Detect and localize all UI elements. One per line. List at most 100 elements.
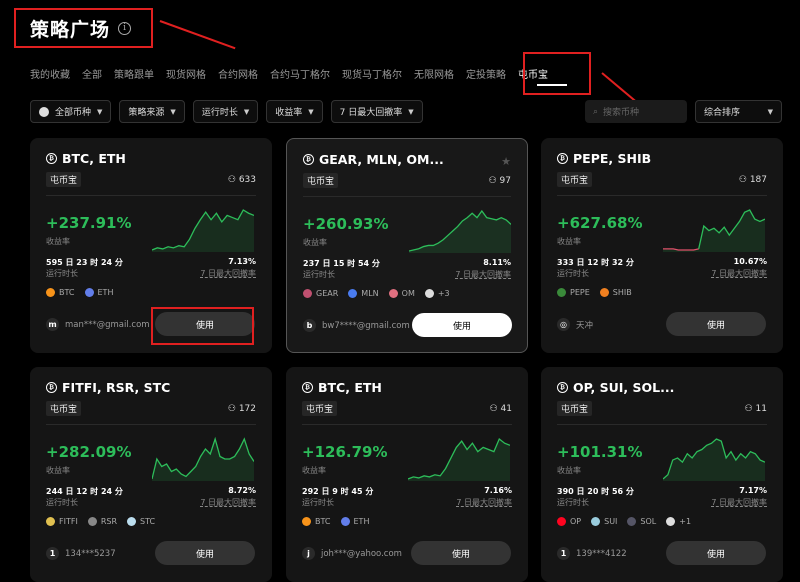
sort-dropdown[interactable]: 综合排序 ▼ (695, 100, 782, 123)
coin-pepe-icon (557, 288, 566, 297)
followers-value: 11 (755, 403, 767, 414)
filter-dropdown-0[interactable]: 全部币种 ▼ (30, 100, 112, 123)
coin-item: BTC (46, 288, 75, 297)
filter-dropdown-2[interactable]: 运行时长 ▼ (192, 100, 259, 123)
card-title-text: BTC, ETH (318, 380, 382, 395)
sparkline-line (698, 209, 765, 249)
users-icon: ⚇ (488, 175, 500, 186)
coin-eth-icon (340, 517, 350, 526)
followers-count: ⚇ 41 (490, 404, 512, 414)
tab-3[interactable]: 现货网格 (166, 70, 206, 81)
coin-btc-icon (46, 288, 55, 297)
coin-item: MLN (348, 289, 379, 298)
runtime-label: 运行时长 (557, 269, 589, 278)
sparkline-chart (663, 438, 765, 481)
coin-name: BTC (59, 288, 75, 297)
coin-item: GEAR (303, 289, 338, 298)
tab-2[interactable]: 策略跟单 (114, 70, 154, 81)
card-title: ₿ BTC, ETH (46, 151, 256, 166)
coin-item: RSR (87, 517, 117, 526)
coin-name: +3 (437, 289, 450, 298)
page-title-box: 策略广场 i (14, 8, 153, 48)
coin-rsr-icon (87, 517, 97, 526)
followers-count: ⚇ 97 (489, 176, 511, 186)
annotation-box (523, 52, 591, 95)
filter-dropdown-4[interactable]: 7 日最大回撤率 ▼ (330, 100, 423, 123)
use-button[interactable]: 使用 (155, 541, 255, 565)
page-title: 策略广场 (30, 18, 111, 41)
drawdown-label[interactable]: 7 日最大回撤率 (200, 498, 256, 507)
filter-dropdown-1[interactable]: 策略来源 ▼ (119, 100, 185, 123)
filter-label: 全部币种 (55, 108, 92, 118)
drawdown-label[interactable]: 7 日最大回撤率 (200, 269, 256, 278)
card-title: ₿ GEAR, MLN, OM... (303, 152, 511, 167)
filter-dropdown-3[interactable]: 收益率 ▼ (266, 100, 323, 123)
coin-op-icon (557, 517, 566, 526)
coin-item: SOL (627, 517, 656, 526)
search-placeholder: 搜索币种 (603, 108, 640, 118)
drawdown-label[interactable]: 7 日最大回撤率 (455, 270, 511, 279)
coin-om-icon (388, 289, 398, 298)
followers-count: ⚇ 187 (739, 175, 767, 185)
sort-label: 综合排序 (704, 108, 741, 118)
coin-item: ETH (84, 288, 113, 297)
strategy-tag: 屯币宝 (557, 401, 593, 416)
strategy-tag: 屯币宝 (46, 172, 82, 187)
strategy-card[interactable]: ₿ PEPE, SHIB 屯币宝 ⚇ 187 +627.68% 收益率 333 日 12 时… (541, 138, 783, 353)
strategy-card[interactable]: ₿ OP, SUI, SOL... 屯币宝 ⚇ 11 +101.31% 收益率 390 日 … (541, 367, 783, 582)
sparkline-chart (152, 209, 254, 252)
drawdown-label[interactable]: 7 日最大回撤率 (711, 498, 767, 507)
tab-4[interactable]: 合约网格 (218, 70, 258, 81)
strategy-card[interactable]: ₿ FITFI, RSR, STC 屯币宝 ⚇ 172 +282.09% 收益率 244 日… (30, 367, 272, 582)
creator: 1 134***5237 (46, 547, 116, 560)
use-button[interactable]: 使用 (412, 313, 512, 337)
tab-1[interactable]: 全部 (82, 70, 102, 81)
avatar: 1 (46, 547, 59, 560)
use-button[interactable]: 使用 (411, 541, 511, 565)
tab-7[interactable]: 无限网格 (414, 70, 454, 81)
coin-list: FITFI RSR STC (46, 517, 155, 526)
coin-name: OP (570, 517, 582, 526)
runtime-value: 333 日 12 时 32 分 (557, 258, 634, 267)
sparkline-area (152, 439, 254, 481)
coin-name: OM (401, 289, 415, 298)
followers-value: 97 (499, 175, 511, 186)
info-circle-icon[interactable]: i (118, 21, 132, 35)
coin-item: BTC (302, 517, 331, 526)
use-button[interactable]: 使用 (666, 312, 766, 336)
sparkline-area (663, 439, 765, 481)
filter-label: 收益率 (275, 108, 303, 118)
yield-value: +126.79% (302, 443, 388, 461)
tab-9[interactable]: 屯币宝 (518, 70, 548, 81)
drawdown-label[interactable]: 7 日最大回撤率 (711, 269, 767, 278)
strategy-tag: 屯币宝 (303, 173, 339, 188)
coin-item: STC (127, 517, 155, 526)
tab-0[interactable]: 我的收藏 (30, 70, 70, 81)
star-icon[interactable]: ★ (501, 155, 511, 168)
tab-6[interactable]: 现货马丁格尔 (342, 70, 402, 81)
caret-down-icon: ▼ (243, 107, 250, 116)
strategy-card[interactable]: ₿ GEAR, MLN, OM... ★ 屯币宝 ⚇ 97 +260.93% 收益率 237 … (286, 138, 528, 353)
search-input[interactable]: ⌕ 搜索币种 (585, 100, 687, 123)
search-icon: ⌕ (593, 106, 599, 117)
users-icon: ⚇ (489, 403, 501, 414)
strategy-card[interactable]: ₿ BTC, ETH 屯币宝 ⚇ 41 +126.79% 收益率 292 日 9 时 45 … (286, 367, 528, 582)
card-title-text: PEPE, SHIB (573, 151, 652, 166)
divider (46, 195, 256, 196)
creator: b bw7****@gmail.com (303, 319, 410, 332)
use-button[interactable]: 使用 (155, 312, 255, 336)
coin-item: SHIB (599, 288, 632, 297)
sparkline-line (663, 438, 765, 480)
coin-name: SOL (640, 517, 657, 526)
tab-5[interactable]: 合约马丁格尔 (270, 70, 330, 81)
drawdown-label[interactable]: 7 日最大回撤率 (456, 498, 512, 507)
avatar: m (46, 318, 59, 331)
tab-8[interactable]: 定投策略 (466, 70, 506, 81)
yield-label: 收益率 (557, 466, 581, 475)
strategy-tabs: 我的收藏 全部 策略跟单 现货网格 合约网格 合约马丁格尔 现货马丁格尔 无限网格 定投策略 屯币… (30, 66, 548, 81)
sparkline-line (152, 436, 254, 480)
use-button[interactable]: 使用 (666, 541, 766, 565)
runtime-label: 运行时长 (302, 498, 334, 507)
creator: ◎ 天冲 (557, 318, 593, 331)
caret-down-icon: ▼ (308, 107, 314, 116)
